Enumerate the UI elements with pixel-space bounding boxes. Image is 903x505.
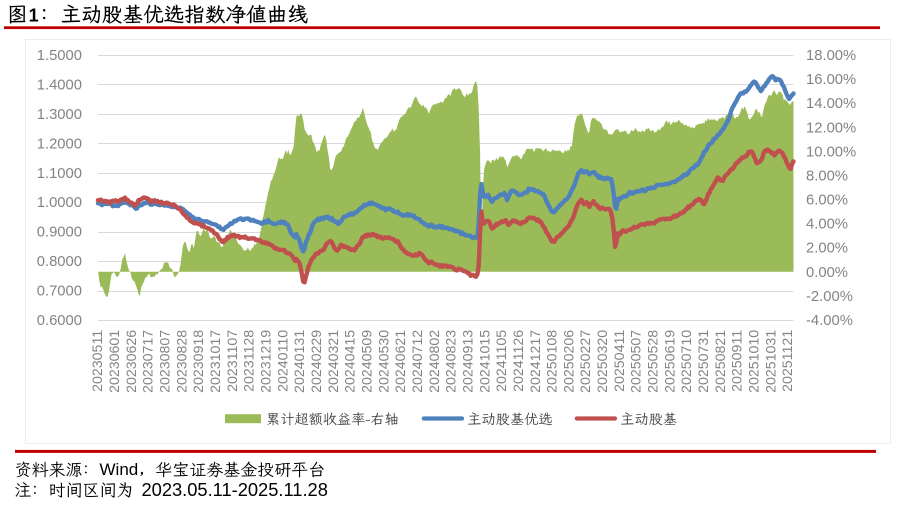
svg-text:20250619: 20250619 [662, 330, 678, 393]
svg-text:20231017: 20231017 [208, 330, 224, 393]
svg-text:1.4000: 1.4000 [37, 77, 82, 93]
svg-text:16.00%: 16.00% [806, 72, 856, 88]
svg-text:2023.05.11-2025.11.28: 2023.05.11-2025.11.28 [142, 479, 328, 500]
svg-text:20240229: 20240229 [309, 330, 325, 393]
svg-text:20250320: 20250320 [595, 330, 611, 393]
svg-text:10.00%: 10.00% [806, 144, 856, 160]
svg-text:20250821: 20250821 [713, 330, 729, 393]
svg-text:1.1000: 1.1000 [37, 166, 82, 182]
svg-text:1: 1 [29, 6, 39, 26]
svg-text:20251031: 20251031 [763, 330, 779, 393]
svg-text:20241217: 20241217 [528, 330, 544, 393]
svg-text:20240530: 20240530 [376, 330, 392, 393]
svg-text:20230601: 20230601 [107, 330, 123, 393]
svg-text:20230717: 20230717 [141, 330, 157, 393]
svg-text:20240509: 20240509 [360, 330, 376, 393]
svg-text:20230626: 20230626 [124, 330, 140, 393]
svg-text:0.00%: 0.00% [806, 265, 848, 281]
svg-text:20231128: 20231128 [242, 330, 258, 392]
svg-text:20250911: 20250911 [730, 330, 746, 392]
svg-text:-2.00%: -2.00% [806, 289, 853, 305]
svg-text:20240802: 20240802 [427, 330, 443, 393]
svg-text:20250528: 20250528 [646, 330, 662, 393]
svg-text:20251121: 20251121 [780, 330, 796, 392]
svg-text:20250108: 20250108 [545, 330, 561, 393]
svg-text:0.7000: 0.7000 [37, 284, 82, 300]
svg-text:Wind: Wind [100, 460, 139, 479]
svg-text:20240621: 20240621 [393, 330, 409, 393]
svg-text:-4.00%: -4.00% [806, 313, 853, 329]
svg-text:20240823: 20240823 [444, 330, 460, 393]
svg-text:18.00%: 18.00% [806, 48, 856, 64]
svg-text:1.0000: 1.0000 [37, 195, 82, 211]
svg-text:20231219: 20231219 [259, 330, 275, 393]
svg-text:20231107: 20231107 [225, 330, 241, 392]
svg-text:20250731: 20250731 [696, 330, 712, 393]
svg-text:20241105: 20241105 [494, 330, 510, 392]
svg-text:20250206: 20250206 [561, 330, 577, 393]
svg-text:20241126: 20241126 [511, 330, 527, 392]
svg-text:0.8000: 0.8000 [37, 254, 82, 270]
svg-text:0.9000: 0.9000 [37, 225, 82, 241]
svg-text:20240321: 20240321 [326, 330, 342, 393]
svg-text:20240913: 20240913 [460, 330, 476, 393]
svg-text:12.00%: 12.00% [806, 120, 856, 136]
svg-text:14.00%: 14.00% [806, 96, 856, 112]
svg-text:20250411: 20250411 [612, 330, 628, 392]
svg-text:20230807: 20230807 [158, 330, 174, 393]
svg-text:6.00%: 6.00% [806, 193, 848, 209]
svg-text:20250227: 20250227 [578, 330, 594, 393]
svg-text:1.3000: 1.3000 [37, 107, 82, 123]
svg-text:0.6000: 0.6000 [37, 313, 82, 329]
svg-text:20240712: 20240712 [410, 330, 426, 393]
svg-text:20240131: 20240131 [292, 330, 308, 393]
svg-text:20251010: 20251010 [747, 330, 763, 393]
svg-text:20250507: 20250507 [629, 330, 645, 393]
svg-text:1.5000: 1.5000 [37, 48, 82, 64]
svg-text:20250710: 20250710 [679, 330, 695, 393]
svg-text:1.2000: 1.2000 [37, 136, 82, 152]
svg-text:4.00%: 4.00% [806, 217, 848, 233]
svg-text:20230511: 20230511 [90, 330, 106, 392]
svg-text:20240415: 20240415 [343, 330, 359, 393]
svg-text:20230828: 20230828 [174, 330, 190, 393]
svg-text:20241015: 20241015 [477, 330, 493, 393]
svg-text:20230918: 20230918 [191, 330, 207, 393]
svg-text:8.00%: 8.00% [806, 169, 848, 185]
svg-text:20240110: 20240110 [275, 330, 291, 392]
svg-text:2.00%: 2.00% [806, 241, 848, 257]
